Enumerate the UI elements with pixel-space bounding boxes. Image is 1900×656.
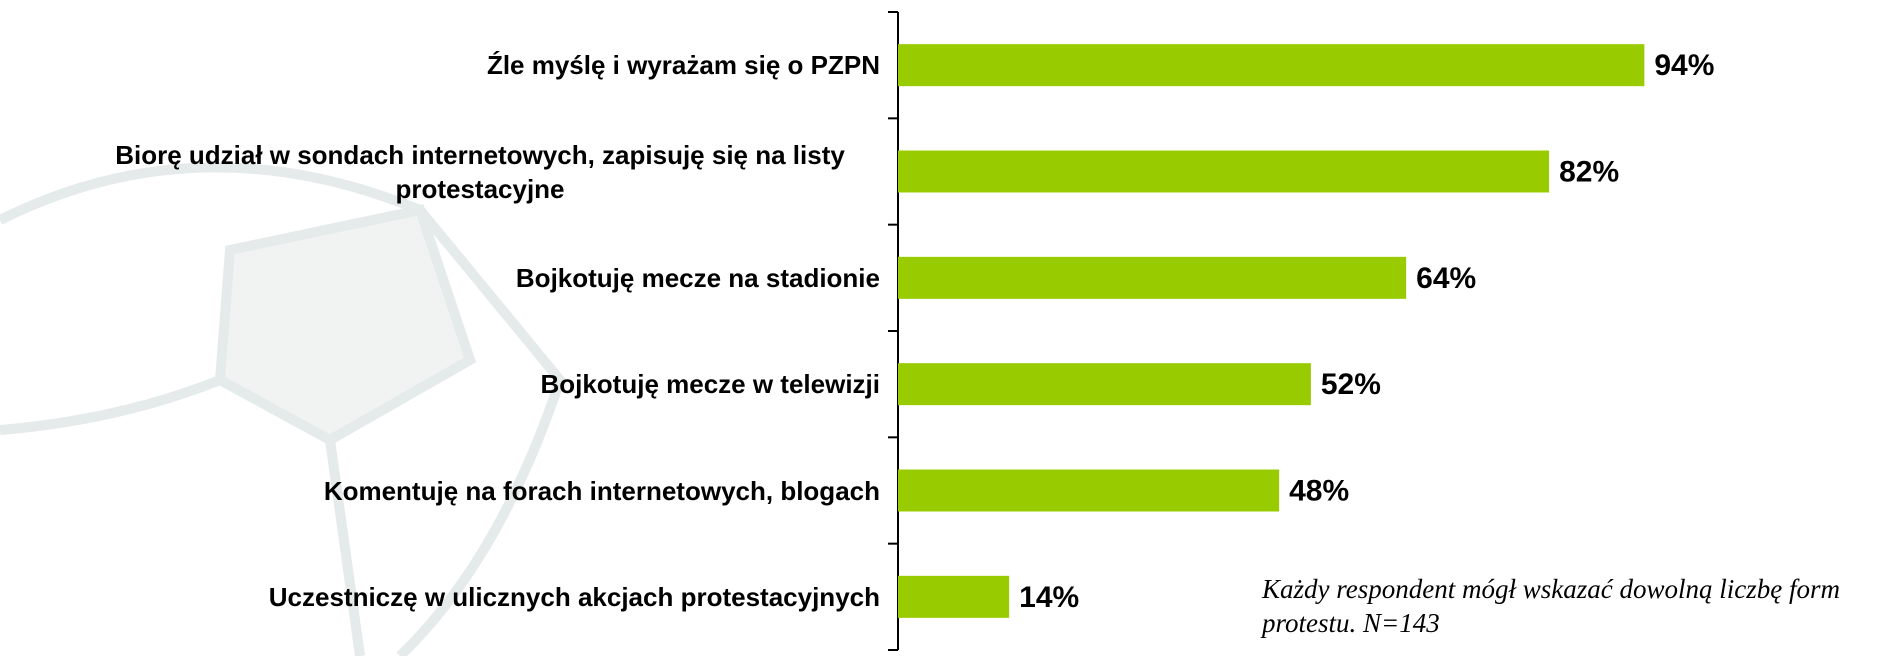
category-label: Biorę udział w sondach internetowych, za… bbox=[115, 139, 845, 204]
bar bbox=[898, 256, 1407, 299]
category-label-box: Bojkotuję mecze na stadionie bbox=[516, 233, 880, 323]
bar bbox=[898, 150, 1550, 193]
category-label-box: Komentuję na forach internetowych, bloga… bbox=[324, 446, 880, 536]
bar bbox=[898, 469, 1280, 512]
bar bbox=[898, 575, 1010, 618]
annotation: Każdy respondent mógł wskazać dowolną li… bbox=[1262, 574, 1840, 638]
bar bbox=[898, 44, 1645, 87]
category-label: Uczestniczę w ulicznych akcjach protesta… bbox=[268, 581, 880, 612]
value-label: 82% bbox=[1559, 155, 1619, 188]
category-label-box: Biorę udział w sondach internetowych, za… bbox=[80, 127, 880, 217]
category-label-box: Źle myślę i wyrażam się o PZPN bbox=[487, 20, 880, 110]
category-label: Bojkotuję mecze na stadionie bbox=[515, 262, 880, 293]
value-label: 64% bbox=[1416, 262, 1476, 295]
category-label: Źle myślę i wyrażam się o PZPN bbox=[486, 50, 880, 81]
value-label: 94% bbox=[1654, 49, 1714, 82]
category-label: Bojkotuję mecze w telewizji bbox=[540, 369, 880, 400]
category-label: Komentuję na forach internetowych, bloga… bbox=[323, 475, 880, 506]
bar bbox=[898, 363, 1311, 406]
value-label: 52% bbox=[1321, 368, 1381, 401]
value-label: 14% bbox=[1019, 581, 1079, 614]
category-label-box: Bojkotuję mecze w telewizji bbox=[540, 339, 880, 429]
category-label-box: Uczestniczę w ulicznych akcjach protesta… bbox=[269, 552, 880, 642]
value-label: 48% bbox=[1289, 474, 1349, 507]
